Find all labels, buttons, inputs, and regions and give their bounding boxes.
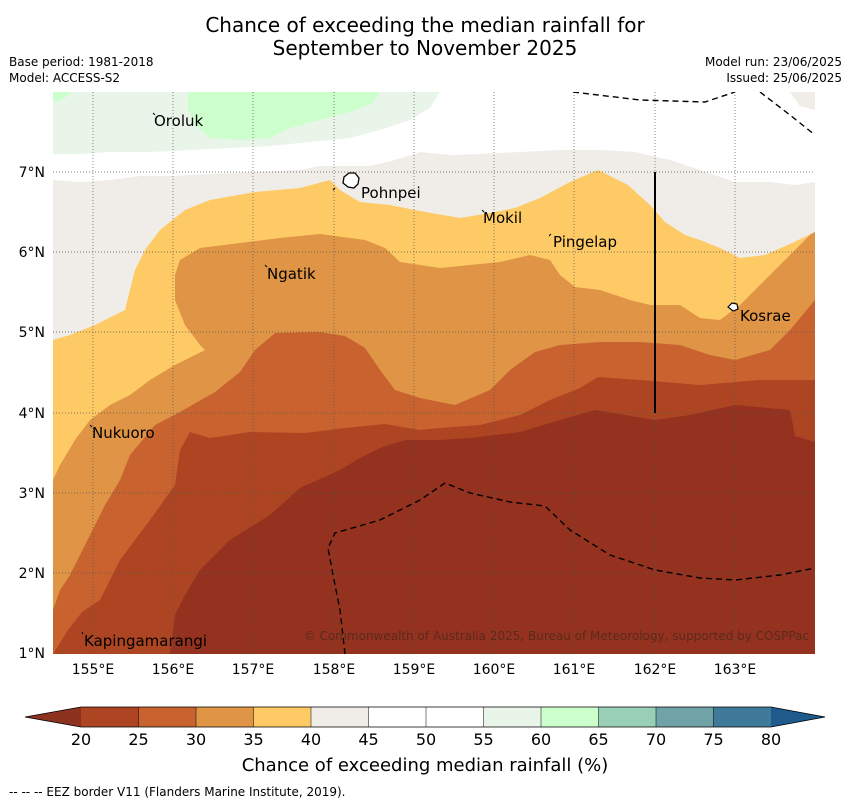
band-60-65 xyxy=(188,92,380,140)
copyright-text: © Commonwealth of Australia 2025, Bureau… xyxy=(304,629,809,643)
x-tick-155: 155°E xyxy=(72,662,115,678)
band-60-65-corner xyxy=(53,92,72,102)
map-title: Chance of exceeding the median rainfall … xyxy=(0,14,850,60)
cb-bin-65-70 xyxy=(598,707,656,727)
place-mokil: Mokil xyxy=(483,209,522,227)
cb-bin-55-60 xyxy=(483,707,541,727)
cb-bin-75-80 xyxy=(713,707,771,727)
x-tick-160: 160°E xyxy=(473,662,516,678)
cb-bin-30-35 xyxy=(196,707,254,727)
x-tick-157: 157°E xyxy=(232,662,275,678)
title-line-2: September to November 2025 xyxy=(272,36,578,60)
cb-bin-40-45 xyxy=(311,707,369,727)
model-run: Model run: 23/06/2025 xyxy=(704,55,842,69)
kosrae-island xyxy=(727,302,739,312)
eez-border xyxy=(327,92,815,654)
cb-tick-25: 25 xyxy=(128,730,148,749)
cb-tick-65: 65 xyxy=(588,730,608,749)
x-tick-158: 158°E xyxy=(313,662,356,678)
colorbar-dividers xyxy=(138,707,714,727)
place-ngatik: Ngatik xyxy=(267,265,316,283)
marker-pingelap xyxy=(548,233,552,237)
y-tick-4: 4°N xyxy=(19,406,45,422)
cb-tick-45: 45 xyxy=(358,730,378,749)
eez-footnote: -- -- -- EEZ border V11 (Flanders Marine… xyxy=(9,785,346,799)
map-area xyxy=(53,92,815,654)
meta-right: Model run: 23/06/2025 Issued: 25/06/2025 xyxy=(705,54,842,86)
title-line-1: Chance of exceeding the median rainfall … xyxy=(205,13,645,37)
meta-left: Base period: 1981-2018 Model: ACCESS-S2 xyxy=(9,54,154,86)
place-pohnpei: Pohnpei xyxy=(361,184,421,202)
band-45-corner xyxy=(790,92,815,110)
cb-tick-50: 50 xyxy=(416,730,436,749)
place-markers xyxy=(81,112,552,635)
colorbar-outline xyxy=(24,706,826,728)
y-tick-3: 3°N xyxy=(19,486,45,502)
colorbar-ticks: 20 25 30 35 40 45 50 55 60 65 70 75 80 xyxy=(71,730,781,749)
y-tick-5: 5°N xyxy=(19,325,45,341)
place-oroluk: Oroluk xyxy=(154,112,203,130)
place-pingelap: Pingelap xyxy=(553,233,617,251)
place-kosrae: Kosrae xyxy=(740,307,791,325)
cb-tick-80: 80 xyxy=(761,730,781,749)
y-tick-2: 2°N xyxy=(19,566,45,582)
cb-bin-35-40 xyxy=(253,707,311,727)
cb-tick-60: 60 xyxy=(531,730,551,749)
cb-bin-20-25 xyxy=(81,707,139,727)
cb-bin-60-65 xyxy=(541,707,599,727)
cb-tick-20: 20 xyxy=(71,730,91,749)
cb-tick-40: 40 xyxy=(301,730,321,749)
x-tick-161: 161°E xyxy=(553,662,596,678)
y-tick-1: 1°N xyxy=(19,646,45,662)
x-tick-159: 159°E xyxy=(393,662,436,678)
marker-nukuoro xyxy=(89,424,93,428)
y-axis-ticks: 7°N 6°N 5°N 4°N 3°N 2°N 1°N xyxy=(19,165,45,662)
place-kapingamarangi: Kapingamarangi xyxy=(84,632,207,650)
place-nukuoro: Nukuoro xyxy=(92,424,155,442)
base-period: Base period: 1981-2018 xyxy=(9,55,154,69)
model-name: Model: ACCESS-S2 xyxy=(9,71,121,85)
x-tick-163: 163°E xyxy=(714,662,757,678)
y-tick-7: 7°N xyxy=(19,165,45,181)
colorbar xyxy=(24,706,826,728)
issued-date: Issued: 25/06/2025 xyxy=(726,71,842,85)
cb-tick-70: 70 xyxy=(646,730,666,749)
colorbar-over-arrow xyxy=(771,707,825,727)
marker-oroluk xyxy=(152,112,156,116)
cb-tick-75: 75 xyxy=(703,730,723,749)
y-tick-6: 6°N xyxy=(19,245,45,261)
cb-bin-70-75 xyxy=(656,707,714,727)
marker-mokil xyxy=(481,209,485,213)
colorbar-label: Chance of exceeding median rainfall (%) xyxy=(241,755,609,776)
ant-atoll xyxy=(332,187,336,191)
x-tick-162: 162°E xyxy=(634,662,677,678)
marker-kapingamarangi xyxy=(81,631,84,635)
cb-tick-30: 30 xyxy=(186,730,206,749)
pohnpei-island xyxy=(342,172,360,189)
cb-bin-45-50 xyxy=(368,707,426,727)
cb-bin-25-30 xyxy=(138,707,196,727)
colorbar-under-arrow xyxy=(25,707,81,727)
cb-bin-50-55 xyxy=(426,707,484,727)
x-axis-ticks: 155°E 156°E 157°E 158°E 159°E 160°E 161°… xyxy=(72,662,757,678)
cb-tick-55: 55 xyxy=(473,730,493,749)
cb-tick-35: 35 xyxy=(243,730,263,749)
marker-ngatik xyxy=(264,264,268,268)
x-tick-156: 156°E xyxy=(152,662,195,678)
place-labels: Oroluk Pohnpei Mokil Pingelap Ngatik Kos… xyxy=(84,112,791,650)
